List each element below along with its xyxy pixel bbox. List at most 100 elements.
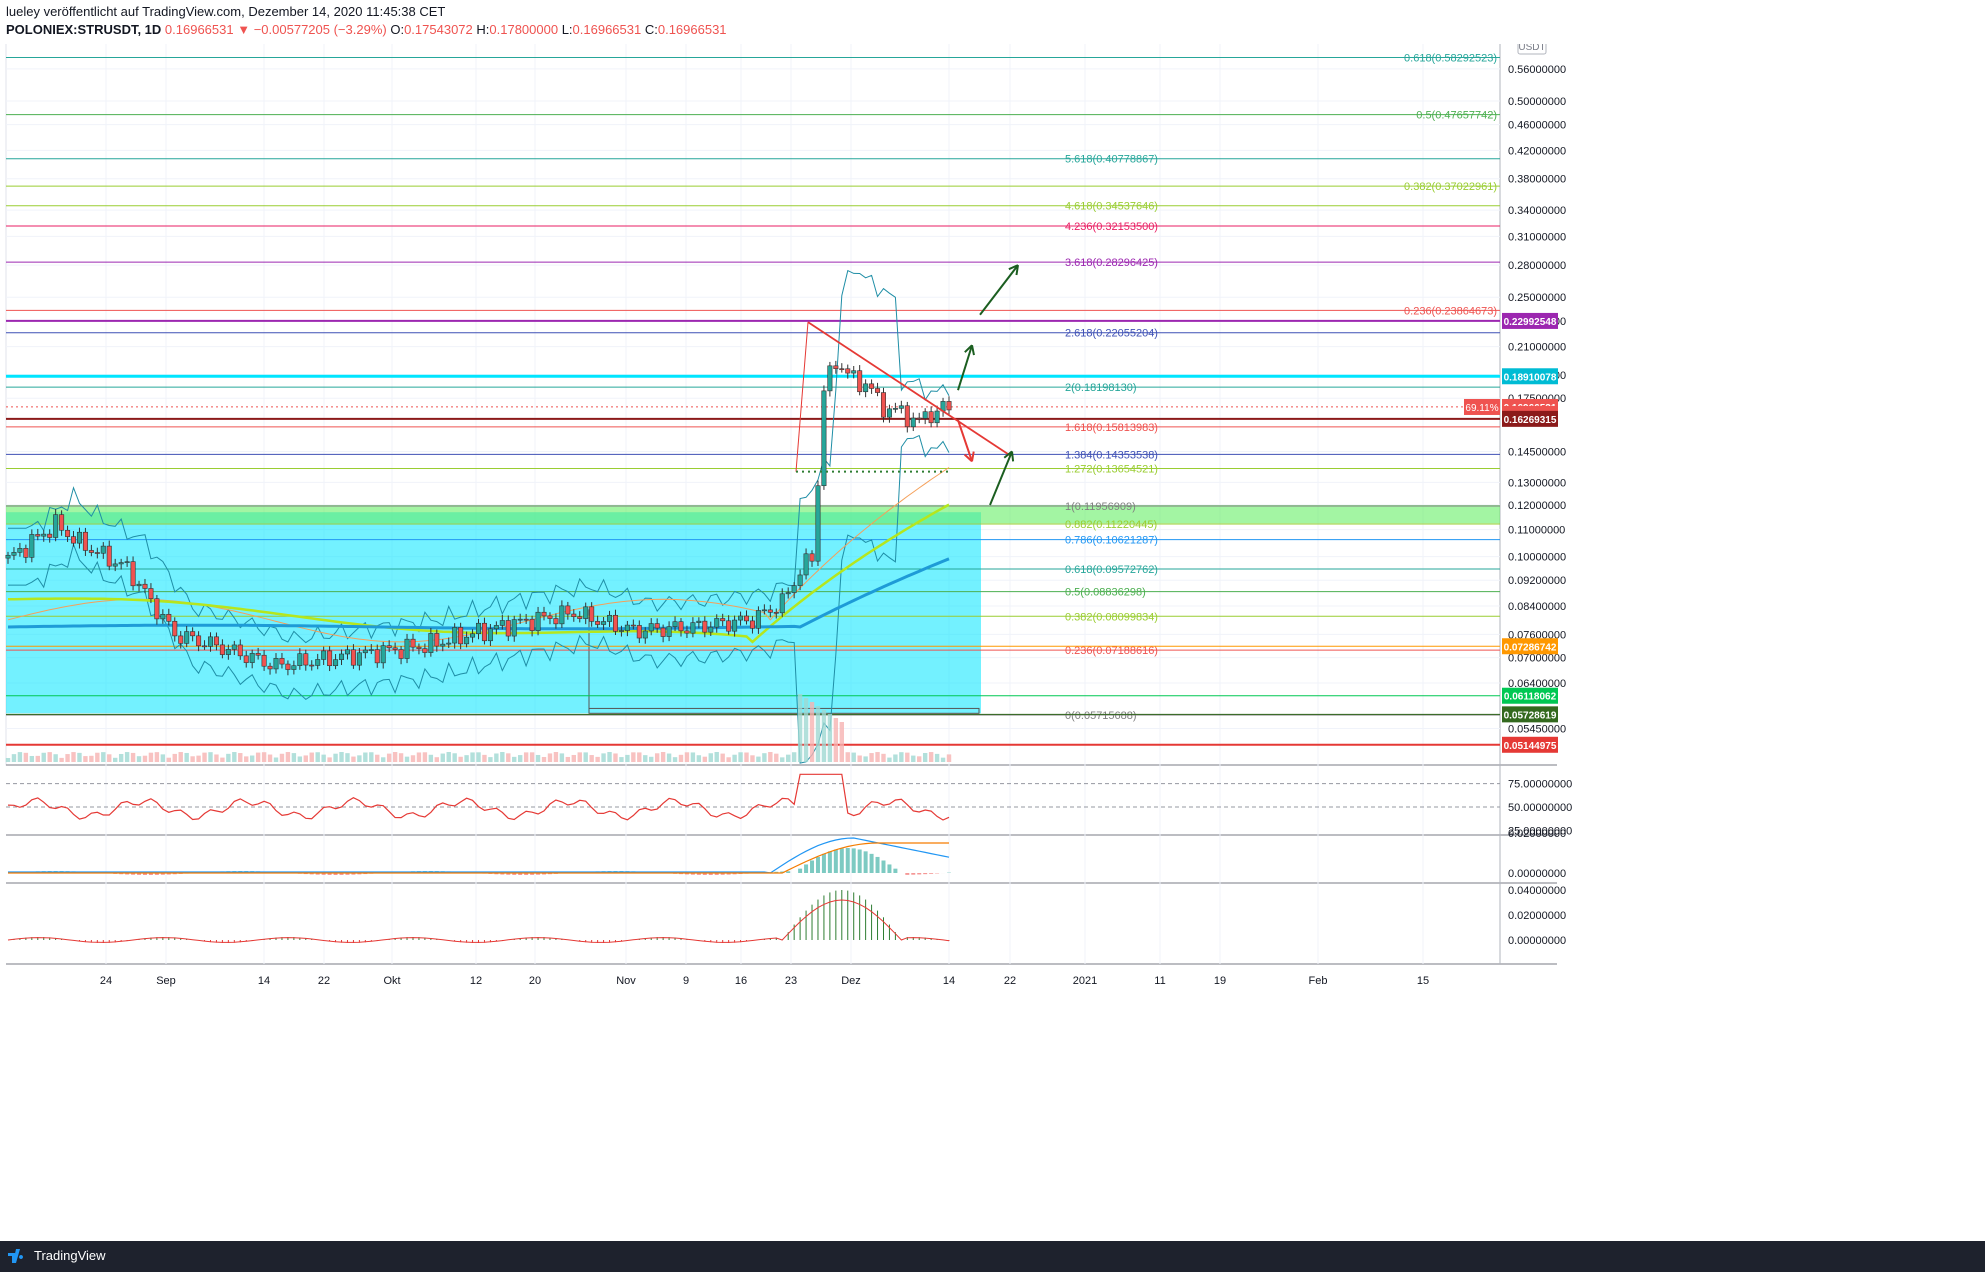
candle-body [231, 644, 237, 650]
volume-bar [142, 755, 148, 762]
macd-histogram-bar [542, 873, 547, 875]
volume-bar [774, 753, 779, 762]
volume-bar [762, 753, 767, 762]
macd-histogram-bar [780, 871, 785, 873]
volume-bar [77, 752, 82, 762]
volume-bar [107, 754, 112, 762]
tradingview-logo-icon [8, 1249, 24, 1263]
osc-tick-label: 0.00000000 [1508, 935, 1566, 947]
price-axis[interactable]: 0.56000000 0.50000000 0.46000000 0.42000000… [1464, 44, 1572, 947]
volume-bar [226, 753, 231, 762]
candle-body [207, 636, 213, 647]
volume-bar [440, 753, 445, 762]
volume-bar [922, 752, 928, 762]
open-value: 0.17543072 [404, 22, 473, 37]
chart-header: lueley veröffentlicht auf TradingView.co… [0, 0, 1985, 44]
candle-body [672, 621, 678, 627]
candle-body [481, 622, 487, 642]
volume-bar [89, 755, 94, 762]
macd-histogram-bar [500, 873, 505, 875]
macd-histogram-bar [339, 873, 344, 875]
candle-body [82, 531, 88, 551]
volume-bar [666, 753, 672, 762]
price-tag-label: 0.07286742 [1504, 642, 1557, 653]
candle-body [356, 652, 362, 666]
macd-histogram-bar [506, 873, 511, 875]
price-tag-label: 0.06118062 [1504, 692, 1557, 703]
volume-bar [404, 756, 410, 762]
macd-histogram-bar [315, 873, 320, 875]
volume-bar [797, 694, 803, 762]
rsi-tick-label: 75.00000000 [1508, 779, 1572, 791]
volume-bar [333, 753, 338, 762]
volume-bar [309, 752, 314, 762]
candle-body [178, 635, 184, 644]
volume-bar [827, 714, 833, 762]
symbol-name[interactable]: POLONIEX:STRUSDT, 1D [6, 22, 162, 37]
price-tick-label: 0.42000000 [1508, 145, 1566, 157]
macd-histogram-bar [917, 873, 922, 875]
candle-body [732, 619, 738, 632]
candle-body [827, 365, 833, 392]
macd-histogram-bar [923, 873, 928, 875]
volume-bar [893, 754, 898, 762]
currency-box [1517, 44, 1547, 55]
volume-bar [71, 752, 76, 762]
time-axis[interactable]: 24 Sep 14 22 Okt 12 20 Nov 9 16 23 Dez 14 22 2021 11 19 F… [100, 975, 1429, 987]
volume-bar [684, 752, 690, 762]
percent-tag-label: 69.11% [1465, 403, 1498, 414]
candle-body [636, 625, 642, 639]
rsi-tick-label: 25.00000000 [1508, 825, 1572, 837]
macd-histogram-bar [696, 873, 701, 875]
volume-bar [714, 752, 719, 762]
macd-histogram-bar [154, 873, 159, 875]
volume-bar [279, 753, 285, 762]
volume-bar [345, 753, 350, 762]
volume-bar [934, 753, 940, 762]
price-tag-label: 0.05728619 [1504, 710, 1557, 721]
volume-bar [750, 755, 755, 762]
footer-bar: TradingView [0, 1241, 1985, 1272]
candle-body [493, 625, 499, 630]
indicator-panes [6, 773, 1500, 943]
volume-bar [905, 752, 910, 762]
candle-body [851, 370, 857, 374]
volume-bar [303, 755, 308, 762]
time-tick-label: Sep [156, 975, 176, 987]
price-tag [1502, 368, 1558, 385]
macd-histogram-bar [512, 873, 517, 875]
candle-body [714, 618, 720, 628]
volume-bar [833, 718, 839, 762]
price-tick-label: 0.10000000 [1508, 552, 1566, 564]
bollinger-lower [8, 434, 950, 764]
volume-bar [488, 757, 493, 762]
candle-body [59, 514, 65, 531]
volume-bar [59, 757, 64, 762]
osc-line [7, 899, 950, 943]
arrow-rebound-head [1003, 450, 1015, 462]
macd-histogram-bar [845, 848, 850, 873]
volume-bar [232, 752, 237, 762]
fib-extension-label: 1.384(0.14353538) [1065, 449, 1158, 461]
candle-body [190, 631, 196, 637]
macd-histogram-bar [798, 868, 803, 873]
volume-bar [339, 752, 344, 762]
candle-body [88, 550, 94, 553]
volume-bar [220, 757, 225, 762]
price-tick-label: 0.07000000 [1508, 653, 1566, 665]
macd-tick-label: 0.00000000 [1508, 868, 1566, 880]
candle-body [76, 531, 82, 544]
volume-bar [857, 755, 862, 762]
volume-bar [523, 752, 529, 762]
candle-body [17, 548, 23, 553]
volume-bar [506, 753, 511, 762]
price-chart[interactable]: 5.618(0.40778867) 4.618(0.34537646) 4.236(… [0, 44, 1985, 1241]
time-tick-label: 20 [529, 975, 541, 987]
volume-bar [11, 754, 17, 762]
macd-histogram-bar [321, 873, 326, 875]
volume-bar [768, 752, 773, 762]
fib-retracement-label: 0.382(0.37022961) [1404, 181, 1497, 193]
candle-body [452, 627, 458, 644]
green-support-zone [6, 505, 1500, 524]
volume-bar [381, 757, 386, 762]
